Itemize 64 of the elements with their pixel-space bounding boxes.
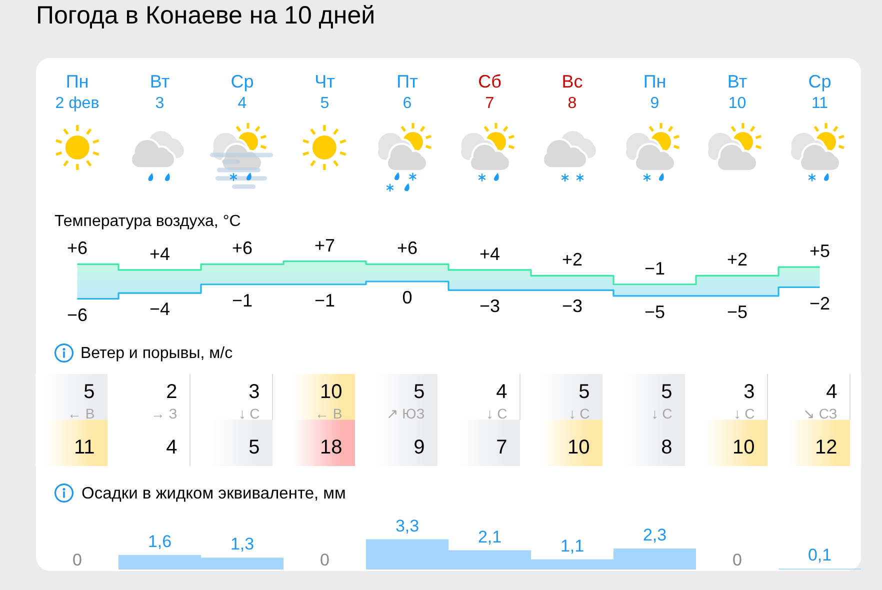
data-label: 2 → З [150,381,178,422]
data-label: 1,3 [230,534,254,554]
data-label: 8 [661,436,672,459]
x-tick-label: Вт 3 [150,72,170,112]
data-label: +6 [396,238,418,258]
data-label: 0 [320,550,330,570]
x-tick-label: Чт 5 [314,72,335,112]
chart-subtitle: Температура воздуха, °C [54,213,241,230]
data-label: +4 [479,244,500,264]
data-label: 5 ↗ ЮЗ [386,381,425,422]
data-label: 12 [815,436,838,459]
data-label: 2,3 [642,525,667,544]
data-label: 10 [732,436,755,459]
data-label: +5 [809,241,830,262]
x-tick-label: Ср 4 [230,72,254,112]
x-tick-label: Вт 10 [727,72,748,112]
data-label: −3 [479,296,500,316]
data-label: 1,1 [560,536,584,556]
chart-title: Ветер и порывы, м/с [80,344,233,362]
x-tick-label: Вс 8 [562,72,583,112]
data-label: 4 [166,436,178,459]
data-label: 5 [248,436,260,459]
data-label: −4 [149,299,170,320]
data-label: 0 [732,550,742,570]
data-label: +6 [232,238,253,258]
data-label: 7 [496,436,508,459]
data-label: +4 [149,244,170,264]
x-tick-label: Ср 11 [808,72,832,112]
data-label: +2 [562,250,583,270]
data-label: 10 ← В [315,381,342,422]
data-label: +2 [726,250,748,270]
data-label: −2 [809,293,830,314]
data-label: 4 ↓ С [486,381,508,422]
x-tick-label: Сб 7 [478,72,502,112]
chart-title: Осадки в жидком эквиваленте, мм [82,484,346,502]
data-label: −1 [232,290,253,310]
data-label: +6 [66,238,88,258]
data-label: +7 [314,235,336,256]
data-label: 2,1 [478,527,502,546]
data-label: 0,1 [808,546,832,565]
data-label: 0 [402,287,412,308]
data-label: 5 ↓ С [568,381,590,422]
data-label: 4 ↘ СЗ [802,381,838,422]
data-label: −6 [66,304,88,325]
data-label: 10 [568,436,590,459]
x-tick-label: Пт 6 [396,72,418,112]
data-label: 3,3 [395,516,420,536]
data-label: −5 [644,302,666,322]
data-label: 5 ← В [68,381,95,422]
data-label: 11 [74,436,95,459]
data-label: −1 [644,258,666,278]
data-label: 0 [72,550,82,570]
x-tick-label: Пн 9 [643,72,666,112]
data-label: 5 ↓ С [651,381,672,422]
data-label: 3 ↓ С [734,381,755,422]
data-label: 18 [320,436,342,459]
data-label: 3 ↓ С [238,381,260,422]
data-label: −3 [562,296,583,316]
data-label: −5 [726,302,748,322]
data-label: 9 [414,436,425,459]
data-label: −1 [314,290,336,310]
x-tick-label: Пн 2 фев [55,72,100,112]
chart-title: Погода в Конаеве на 10 дней [36,2,376,30]
data-label: 1,6 [148,532,172,551]
